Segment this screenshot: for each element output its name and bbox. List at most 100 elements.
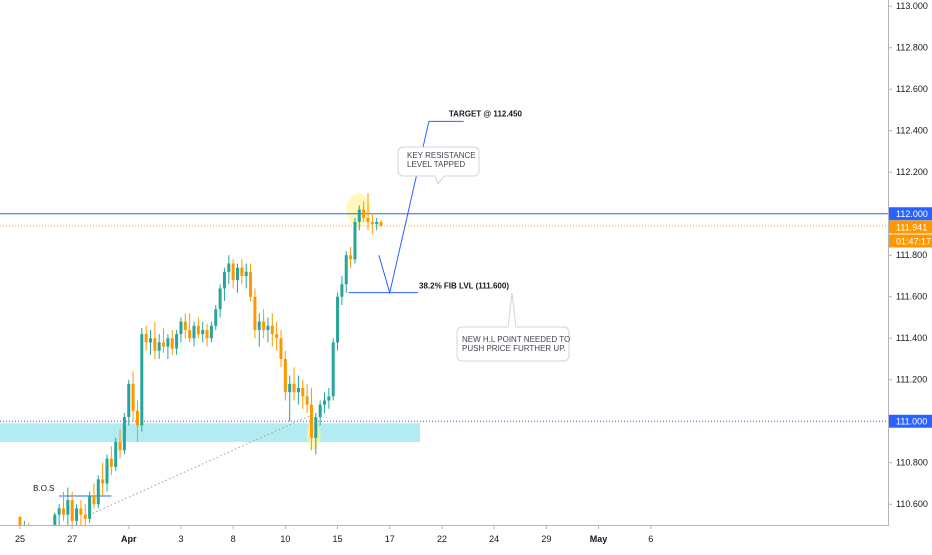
candle-body	[101, 479, 105, 484]
candle-body	[370, 222, 374, 225]
candle-body	[309, 404, 313, 438]
candle-body	[305, 396, 309, 405]
time-tick-label: 8	[231, 534, 236, 544]
candle-body	[162, 342, 166, 347]
candle-body	[340, 284, 344, 297]
price-tick-label: 112.400	[896, 126, 928, 136]
resistance-price-label: 112.000	[896, 209, 928, 219]
candle-body	[183, 321, 187, 330]
price-tick-label: 110.600	[896, 499, 928, 509]
candle-body	[283, 358, 287, 393]
candle-body	[270, 325, 274, 335]
candle-body	[201, 329, 205, 335]
time-tick-label: 25	[15, 534, 25, 544]
candle-body	[157, 342, 161, 351]
candle-body	[205, 329, 209, 339]
candle-body	[379, 222, 383, 226]
candle-body	[109, 458, 113, 467]
time-tick-label: 24	[489, 534, 499, 544]
time-tick-label: 29	[541, 534, 551, 544]
candle-body	[196, 325, 200, 335]
candle-body	[257, 321, 261, 330]
low-highlight	[306, 421, 321, 450]
candle-body	[236, 267, 239, 281]
candle-body	[192, 325, 196, 339]
support-zone	[0, 423, 420, 442]
callout-higher-low-line1: NEW H.L POINT NEEDED TO	[462, 335, 570, 344]
candle-body	[353, 222, 357, 260]
candle-body	[170, 338, 174, 349]
candle-body	[318, 404, 322, 418]
support-price-label: 111.000	[896, 417, 927, 427]
candle-body	[83, 514, 87, 519]
candle-body	[244, 271, 248, 276]
candle-body	[275, 334, 279, 339]
candle-body	[327, 396, 331, 401]
candle-body	[266, 325, 270, 330]
candle-body	[114, 441, 118, 467]
current-price-label-bg	[889, 220, 932, 234]
candle-body	[366, 217, 370, 223]
candle-body	[62, 508, 65, 515]
candle-body	[75, 508, 79, 521]
candle-body	[279, 338, 283, 359]
candle-body	[135, 410, 139, 426]
candle-body	[218, 288, 222, 310]
candle-body	[188, 329, 192, 339]
candle-body	[262, 321, 266, 330]
candle-body	[166, 338, 170, 347]
callout-resistance	[397, 146, 480, 186]
candle-body	[96, 479, 100, 505]
candle-body	[314, 417, 318, 438]
candle-body	[288, 383, 292, 393]
candle-body	[209, 325, 213, 339]
price-tick-label: 112.800	[896, 43, 928, 53]
bos-label: B.O.S	[33, 484, 54, 493]
current-price-label: 111.941	[896, 222, 927, 232]
target-label: TARGET @ 112.450	[449, 109, 523, 118]
time-tick-label: 17	[385, 534, 395, 544]
price-tick-label: 110.800	[896, 458, 928, 468]
candle-body	[292, 383, 296, 393]
candle-body	[222, 271, 226, 289]
time-tick-label: 6	[648, 534, 653, 544]
candle-body	[92, 495, 96, 505]
candle-body	[240, 267, 244, 276]
candle-body	[127, 383, 131, 418]
candle-body	[362, 209, 366, 218]
time-tick-label: 3	[178, 534, 183, 544]
time-tick-label: 10	[280, 534, 290, 544]
candle-body	[79, 508, 83, 515]
price-tick-label: 113.000	[896, 1, 928, 11]
candle-body	[336, 296, 340, 343]
fib-label: 38.2% FIB LVL (111.600)	[419, 282, 509, 291]
candle-body	[375, 222, 379, 225]
price-axis[interactable]	[888, 0, 932, 550]
candle-body	[296, 388, 300, 393]
time-axis[interactable]	[0, 525, 932, 550]
candle-body	[53, 514, 57, 534]
price-tick-label: 111.400	[896, 333, 927, 343]
candle-body	[118, 441, 122, 451]
resistance-price-label-bg	[889, 207, 932, 221]
candle-body	[105, 458, 109, 484]
price-tick-label: 111.800	[896, 250, 927, 260]
candle-body	[323, 400, 326, 405]
time-tick-label: 27	[67, 534, 77, 544]
candle-body	[140, 334, 144, 426]
candle-body	[301, 388, 305, 397]
axis-corner	[889, 526, 932, 550]
time-tick-label: Apr	[121, 534, 137, 544]
candle-body	[175, 334, 179, 349]
candle-body	[357, 209, 361, 223]
candle-body	[231, 263, 235, 281]
callout-resistance-line2: LEVEL TAPPED	[407, 160, 465, 169]
candle-body	[344, 255, 348, 285]
candle-body	[179, 321, 183, 335]
candle-body	[131, 383, 135, 411]
candle-body	[349, 255, 353, 260]
countdown-label: 01:47:17	[896, 236, 931, 246]
time-tick-label: 15	[333, 534, 343, 544]
